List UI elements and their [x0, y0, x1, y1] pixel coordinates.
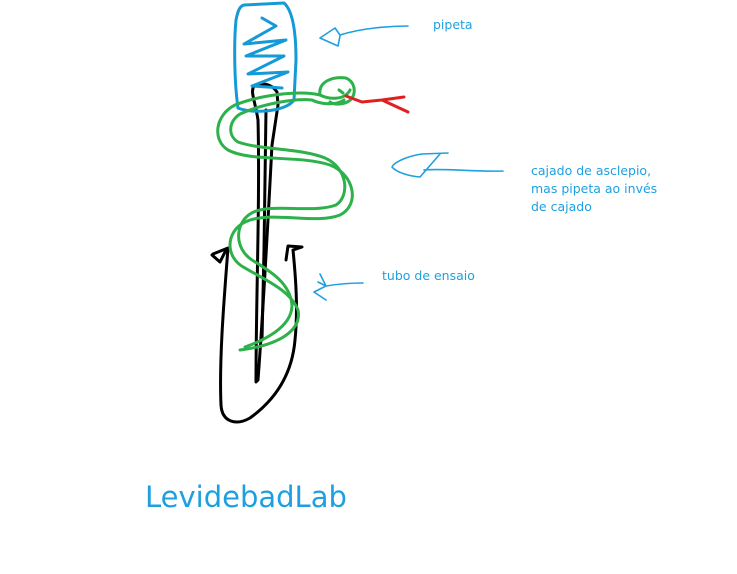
snake-body-inner [229, 98, 347, 349]
annotation-arrows [313, 25, 504, 301]
label-cajado-line3: de cajado [531, 199, 592, 214]
snake-tongue [344, 94, 410, 114]
label-pipeta: pipeta [433, 17, 473, 32]
pipette-bulb-outline [233, 1, 298, 113]
arrow-pipeta [319, 25, 409, 47]
snake-body-outer [216, 88, 354, 352]
pipette-bulb-drawing [233, 1, 298, 113]
label-tubo: tubo de ensaio [382, 268, 475, 283]
snake-eye [337, 88, 345, 95]
label-cajado-line1: cajado de asclepio, [531, 163, 652, 178]
pipette-shaft [251, 82, 280, 384]
pipette-bulb-zigzag [242, 16, 290, 90]
label-cajado-line2: mas pipeta ao invés [531, 181, 658, 196]
test-tube-rim-left [210, 248, 228, 264]
pipette-shaft-inner [260, 108, 268, 342]
arrow-cajado [391, 152, 504, 178]
test-tube-body [211, 244, 304, 424]
arrow-tubo [313, 273, 364, 301]
snake-drawing [216, 76, 356, 352]
test-tube-drawing [210, 244, 304, 424]
snake-head [318, 76, 356, 106]
brand-title: LevidebadLab [145, 480, 347, 514]
